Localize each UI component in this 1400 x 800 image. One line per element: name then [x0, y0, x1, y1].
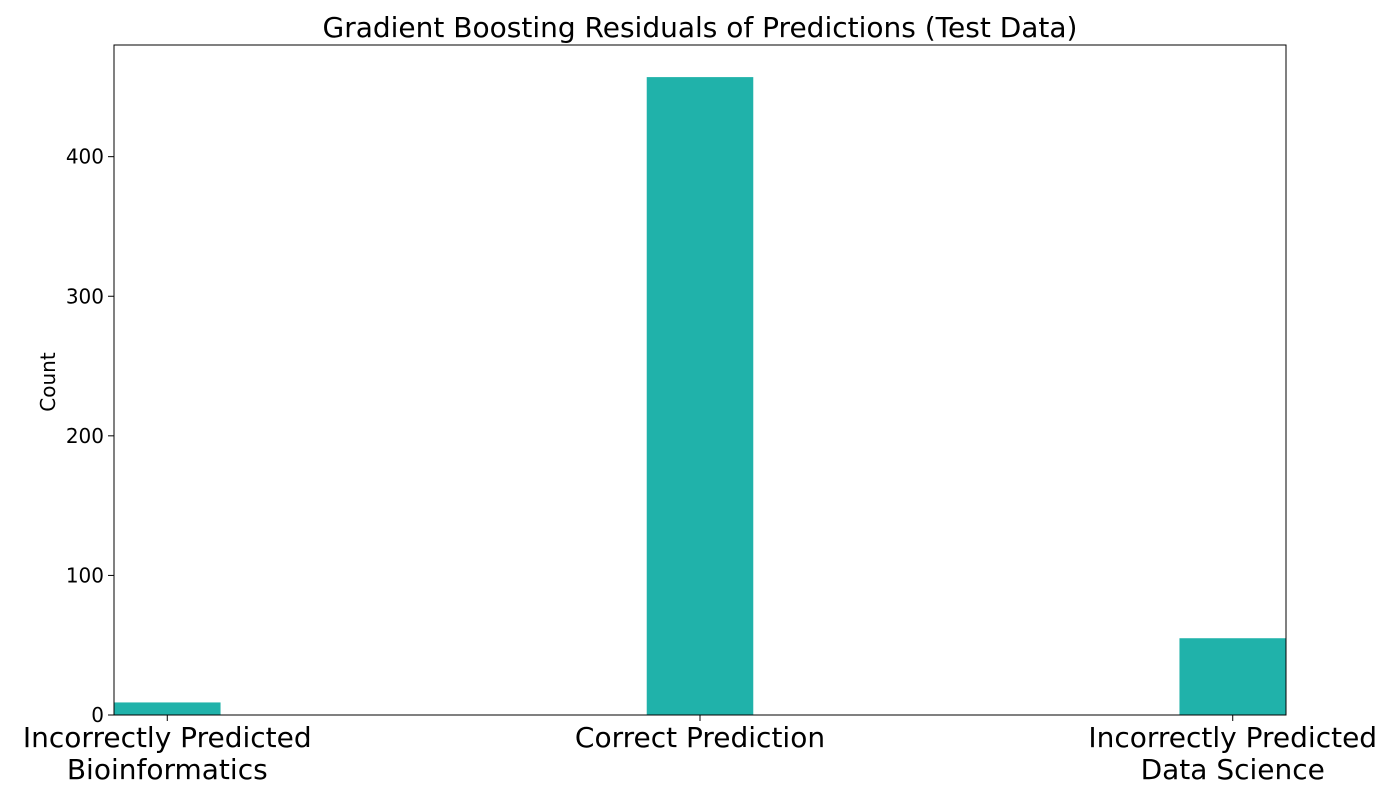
bars-group	[114, 77, 1286, 715]
y-tick-label: 400	[66, 145, 104, 169]
y-tick-label: 300	[66, 284, 104, 308]
bar-1	[646, 77, 754, 715]
x-tick-label: Data Science	[1141, 753, 1325, 786]
bar-2	[1179, 638, 1286, 715]
x-axis-ticks: Incorrectly PredictedBioinformaticsCorre…	[23, 715, 1377, 786]
x-tick-label: Correct Prediction	[575, 721, 825, 754]
x-tick-label: Bioinformatics	[67, 753, 268, 786]
x-tick-label: Incorrectly Predicted	[1088, 721, 1377, 754]
chart-title: Gradient Boosting Residuals of Predictio…	[323, 11, 1078, 44]
bar-0	[114, 702, 221, 715]
x-tick-label: Incorrectly Predicted	[23, 721, 312, 754]
y-tick-label: 0	[91, 703, 104, 727]
y-axis-label: Count	[36, 352, 60, 412]
y-tick-label: 100	[66, 563, 104, 587]
plot-frame	[113, 44, 1287, 716]
y-axis-ticks: 0 100 200 300 400	[66, 145, 114, 727]
y-tick-label: 200	[66, 424, 104, 448]
